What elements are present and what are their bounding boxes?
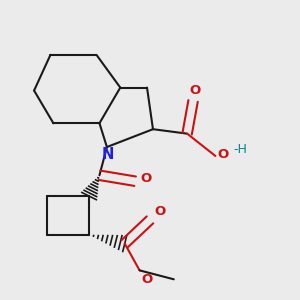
Text: -H: -H [233, 143, 247, 156]
Text: O: O [218, 148, 229, 161]
Text: O: O [154, 206, 166, 218]
Text: O: O [140, 172, 152, 185]
Text: O: O [189, 83, 200, 97]
Text: O: O [141, 273, 152, 286]
Text: N: N [102, 147, 114, 162]
